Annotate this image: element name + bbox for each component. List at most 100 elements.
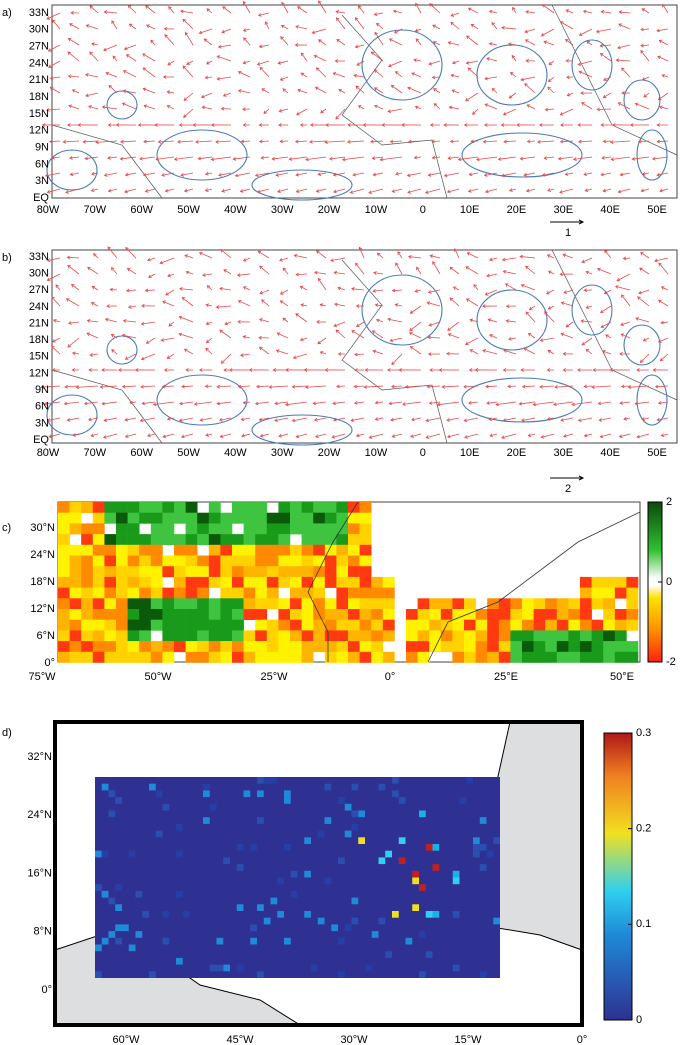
field-cell <box>236 864 244 871</box>
anomaly-cell <box>568 651 581 663</box>
wind-vector <box>103 44 118 52</box>
anomaly-cell <box>127 576 140 588</box>
lon-label: 60W <box>130 204 153 216</box>
anomaly-cell <box>429 609 442 620</box>
wind-vector <box>335 329 346 339</box>
anomaly-cell <box>359 502 372 513</box>
field-cell <box>115 904 122 911</box>
anomaly-cell <box>603 651 616 663</box>
wind-vector <box>90 433 99 438</box>
anomaly-cell <box>81 598 94 610</box>
anomaly-cell <box>626 598 639 610</box>
reference-arrow <box>550 219 585 225</box>
contour <box>106 335 138 365</box>
wind-vector <box>547 76 555 83</box>
wind-vector <box>372 288 384 293</box>
wind-vector <box>192 123 213 127</box>
wind-vector <box>46 12 61 20</box>
anomaly-cell <box>92 555 105 567</box>
anomaly-cell <box>533 619 546 631</box>
anomaly-cell <box>92 587 105 599</box>
anomaly-cell <box>278 651 291 663</box>
anomaly-cell <box>139 619 152 631</box>
wind-vector <box>180 172 194 177</box>
wind-vector <box>433 88 441 94</box>
anomaly-cell <box>429 641 442 653</box>
wind-vector <box>362 123 384 127</box>
anomaly-cell <box>626 587 639 599</box>
anomaly-cell <box>371 641 384 653</box>
anomaly-cell <box>336 534 349 546</box>
wind-vector <box>236 273 251 277</box>
wind-vector <box>122 89 137 94</box>
wind-vector <box>634 102 650 110</box>
wind-vector <box>147 433 156 438</box>
wind-vector <box>507 384 517 389</box>
anomaly-cell <box>603 576 616 588</box>
anomaly-cell <box>348 512 360 524</box>
wind-vector <box>577 139 593 144</box>
wind-vector <box>309 123 327 127</box>
wind-vector <box>595 28 612 34</box>
map-frame <box>51 4 678 199</box>
lon-label: 20W <box>318 447 341 459</box>
wind-vector <box>197 156 213 161</box>
wind-vector <box>162 300 175 307</box>
anomaly-cell <box>139 598 152 610</box>
field-cell <box>162 803 170 811</box>
wind-vector <box>48 60 61 68</box>
wind-vector <box>218 172 232 177</box>
lon-label: 20E <box>507 447 527 459</box>
wind-vector <box>317 277 327 291</box>
wind-vector <box>119 156 137 161</box>
anomaly-cell <box>162 512 175 524</box>
wind-vector <box>465 298 479 307</box>
wind-vector <box>303 368 327 372</box>
wind-vector <box>523 347 536 355</box>
wind-vector <box>72 433 80 437</box>
anomaly-cell <box>185 502 198 513</box>
wind-vector <box>182 18 194 30</box>
wind-vector <box>181 384 194 389</box>
wind-vector <box>358 246 365 259</box>
anomaly-cell <box>116 544 128 556</box>
anomaly-cell <box>371 598 384 610</box>
wind-vector <box>203 38 213 46</box>
anomaly-cell <box>440 598 453 610</box>
field-cell <box>452 877 460 885</box>
wind-vector <box>89 51 99 62</box>
anomaly-cell <box>58 641 70 653</box>
wind-vector <box>160 337 175 342</box>
anomaly-cell <box>197 523 210 535</box>
anomaly-cell <box>278 630 291 642</box>
anomaly-cell <box>185 598 198 610</box>
anomaly-cell <box>301 523 314 535</box>
wind-vector <box>241 433 251 438</box>
colorbar-label: 0 <box>666 576 672 588</box>
field-cell <box>392 911 399 918</box>
wind-vector <box>652 156 669 161</box>
field-cell <box>284 797 291 804</box>
field-cell <box>108 897 116 905</box>
wind-vector <box>488 417 498 421</box>
wind-vector <box>466 35 479 46</box>
anomaly-cell <box>313 641 326 653</box>
wind-vector <box>237 384 251 389</box>
wind-vector <box>288 156 308 161</box>
field-cell <box>412 870 419 878</box>
wind-vector <box>395 171 403 176</box>
lon-label: 75°W <box>28 671 56 683</box>
wind-vector <box>634 401 650 406</box>
anomaly-cell <box>614 609 627 620</box>
wind-vector <box>432 41 441 46</box>
wind-vector <box>258 346 270 355</box>
field-cell <box>412 904 419 911</box>
anomaly-cell <box>313 619 326 631</box>
wind-vector <box>446 351 460 356</box>
wind-vector <box>371 156 384 160</box>
anomaly-cell <box>464 609 476 620</box>
map <box>57 501 641 663</box>
anomaly-cell <box>255 587 268 599</box>
wind-vector <box>299 337 308 342</box>
contour <box>571 39 613 91</box>
